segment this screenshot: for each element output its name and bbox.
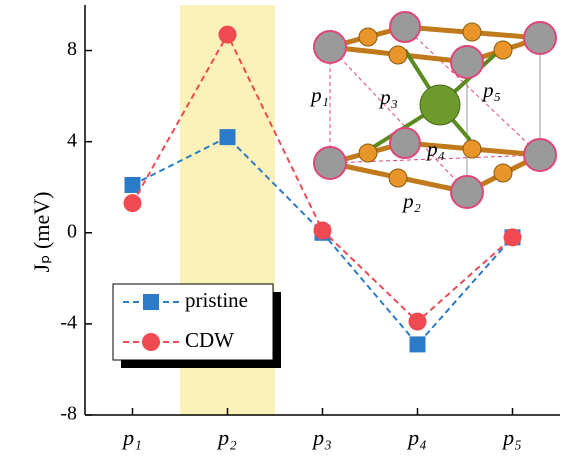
data-point: [410, 336, 426, 352]
y-tick-label: -8: [60, 403, 77, 425]
inset-label: p₁: [309, 83, 329, 107]
data-point: [124, 194, 142, 212]
y-tick-label: -4: [60, 311, 77, 333]
inset-label: p₄: [425, 137, 445, 161]
data-point: [219, 26, 237, 44]
x-tick-label: p₃: [311, 425, 332, 450]
inset-label: p₅: [481, 78, 501, 102]
inset-label: p₂: [401, 189, 421, 213]
chart: Jₚ (meV) -8 -4 0 4 8 p₁ p₂ p₃ p₄ p₅ p₁ p₂ p₃ p₄ p₅ pris…: [0, 0, 567, 460]
legend-marker: [143, 294, 159, 310]
data-point: [504, 228, 522, 246]
data-point: [314, 222, 332, 240]
y-tick-label: 0: [67, 220, 77, 242]
y-axis-label: Jₚ (meV): [29, 192, 54, 273]
legend: pristine CDW: [113, 284, 281, 368]
data-point: [125, 177, 141, 193]
x-tick-label: p₂: [216, 425, 237, 450]
y-tick-label: 8: [67, 38, 77, 60]
y-tick-label: 4: [67, 129, 77, 151]
data-point: [409, 313, 427, 331]
x-tick-label: p₁: [121, 425, 142, 450]
data-point: [220, 129, 236, 145]
crystal-inset: [314, 12, 556, 208]
x-tick-label: p₄: [406, 425, 427, 450]
legend-label: pristine: [185, 288, 248, 312]
legend-marker: [142, 333, 160, 351]
inset-label: p₃: [378, 85, 398, 109]
x-tick-label: p₅: [501, 425, 522, 450]
legend-label: CDW: [185, 328, 234, 352]
